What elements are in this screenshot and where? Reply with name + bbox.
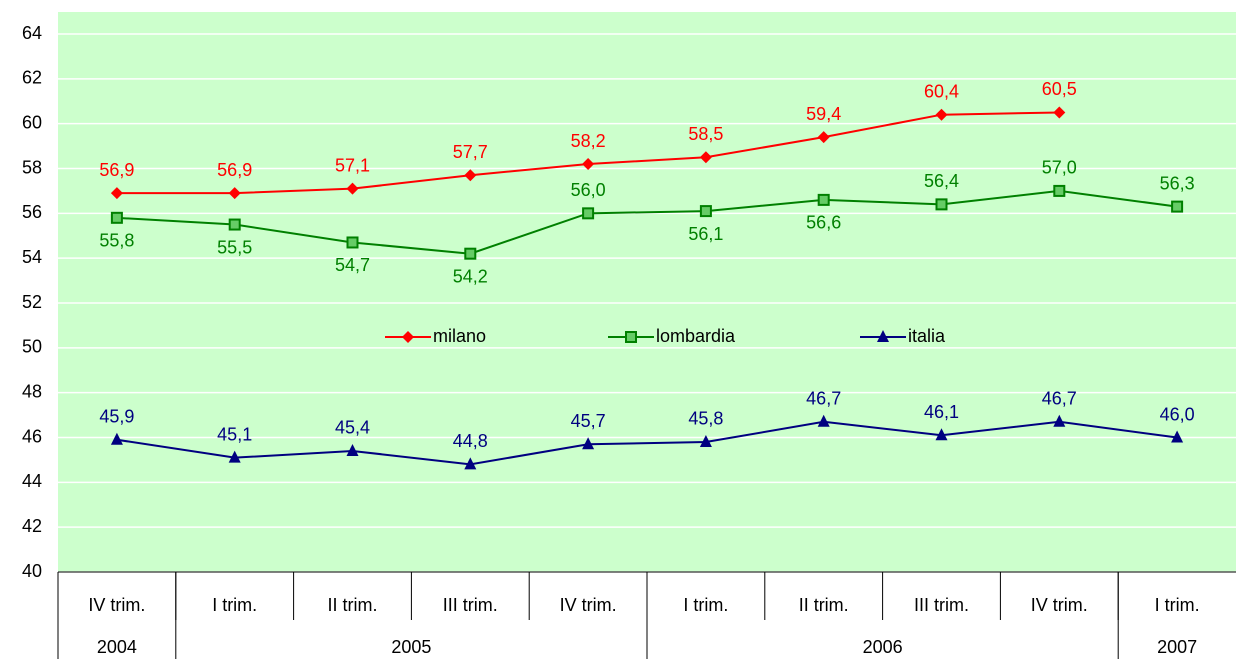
series-line <box>116 189 1178 255</box>
y-tick-label: 58 <box>22 157 42 177</box>
data-label: 45,9 <box>99 406 134 426</box>
x-tick-label: I trim. <box>683 595 728 615</box>
y-tick-label: 52 <box>22 292 42 312</box>
point <box>464 247 477 260</box>
point <box>110 432 123 445</box>
point <box>346 182 359 195</box>
point <box>1053 184 1066 197</box>
point <box>110 211 123 224</box>
data-label: 45,1 <box>217 424 252 444</box>
x-tick-label: III trim. <box>914 595 969 615</box>
data-label: 46,7 <box>1042 389 1077 409</box>
y-tick-label: 48 <box>22 381 42 401</box>
point <box>582 158 595 171</box>
point <box>699 151 712 164</box>
y-tick-label: 40 <box>22 561 42 581</box>
x-group-label: 2006 <box>863 637 903 657</box>
point <box>817 131 830 144</box>
data-label: 46,0 <box>1160 404 1195 424</box>
legend-label: lombardia <box>656 326 736 346</box>
legend-label: italia <box>908 326 946 346</box>
data-label: 55,5 <box>217 237 252 257</box>
point <box>935 108 948 121</box>
point <box>582 207 595 220</box>
data-label: 54,2 <box>453 266 488 286</box>
point <box>935 428 948 441</box>
data-label: 60,4 <box>924 81 959 101</box>
data-label: 57,7 <box>453 142 488 162</box>
data-label: 56,1 <box>688 224 723 244</box>
x-tick-label: I trim. <box>1155 595 1200 615</box>
data-label: 44,8 <box>453 431 488 451</box>
data-label: 46,1 <box>924 402 959 422</box>
y-tick-label: 50 <box>22 337 42 357</box>
y-tick-label: 54 <box>22 247 42 267</box>
x-tick-label: IV trim. <box>1031 595 1088 615</box>
point <box>346 236 359 249</box>
data-label: 58,5 <box>688 124 723 144</box>
y-tick-label: 60 <box>22 112 42 132</box>
data-label: 56,3 <box>1160 173 1195 193</box>
data-label: 45,7 <box>571 411 606 431</box>
data-label: 56,4 <box>924 171 959 191</box>
x-tick-label: I trim. <box>212 595 257 615</box>
x-group-label: 2004 <box>97 637 137 657</box>
legend-marker <box>877 330 889 342</box>
data-label: 57,0 <box>1042 158 1077 178</box>
x-tick-label: IV trim. <box>88 595 145 615</box>
point <box>1171 430 1184 443</box>
x-group-label: 2005 <box>391 637 431 657</box>
y-tick-label: 44 <box>22 471 42 491</box>
point <box>582 437 595 450</box>
data-label: 45,8 <box>688 409 723 429</box>
data-label: 56,9 <box>217 160 252 180</box>
point <box>1053 414 1066 427</box>
data-label: 54,7 <box>335 255 370 275</box>
x-tick-label: II trim. <box>328 595 378 615</box>
point <box>1053 106 1066 119</box>
data-label: 56,0 <box>571 180 606 200</box>
legend-marker <box>625 331 637 343</box>
data-label: 45,4 <box>335 418 370 438</box>
point <box>817 414 830 427</box>
plot-area <box>58 12 1236 572</box>
point <box>464 457 477 470</box>
point <box>228 450 241 463</box>
y-tick-label: 56 <box>22 202 42 222</box>
data-label: 57,1 <box>335 155 370 175</box>
y-tick-label: 64 <box>22 23 42 43</box>
point <box>228 218 241 231</box>
series-line <box>116 420 1178 466</box>
data-label: 56,9 <box>99 160 134 180</box>
y-tick-label: 42 <box>22 516 42 536</box>
legend-label: milano <box>433 326 486 346</box>
y-tick-label: 46 <box>22 426 42 446</box>
data-label: 59,4 <box>806 104 841 124</box>
point <box>228 187 241 200</box>
data-label: 55,8 <box>99 231 134 251</box>
point <box>699 434 712 447</box>
data-label: 56,6 <box>806 213 841 233</box>
point <box>817 193 830 206</box>
legend-marker <box>402 331 414 343</box>
y-tick-label: 62 <box>22 68 42 88</box>
point <box>699 205 712 218</box>
x-group-label: 2007 <box>1157 637 1197 657</box>
point <box>1171 200 1184 213</box>
point <box>935 198 948 211</box>
x-tick-label: II trim. <box>799 595 849 615</box>
data-label: 60,5 <box>1042 79 1077 99</box>
x-tick-label: III trim. <box>443 595 498 615</box>
point <box>464 169 477 182</box>
point <box>346 443 359 456</box>
x-tick-label: IV trim. <box>560 595 617 615</box>
data-label: 46,7 <box>806 389 841 409</box>
point <box>110 187 123 200</box>
data-label: 58,2 <box>571 131 606 151</box>
